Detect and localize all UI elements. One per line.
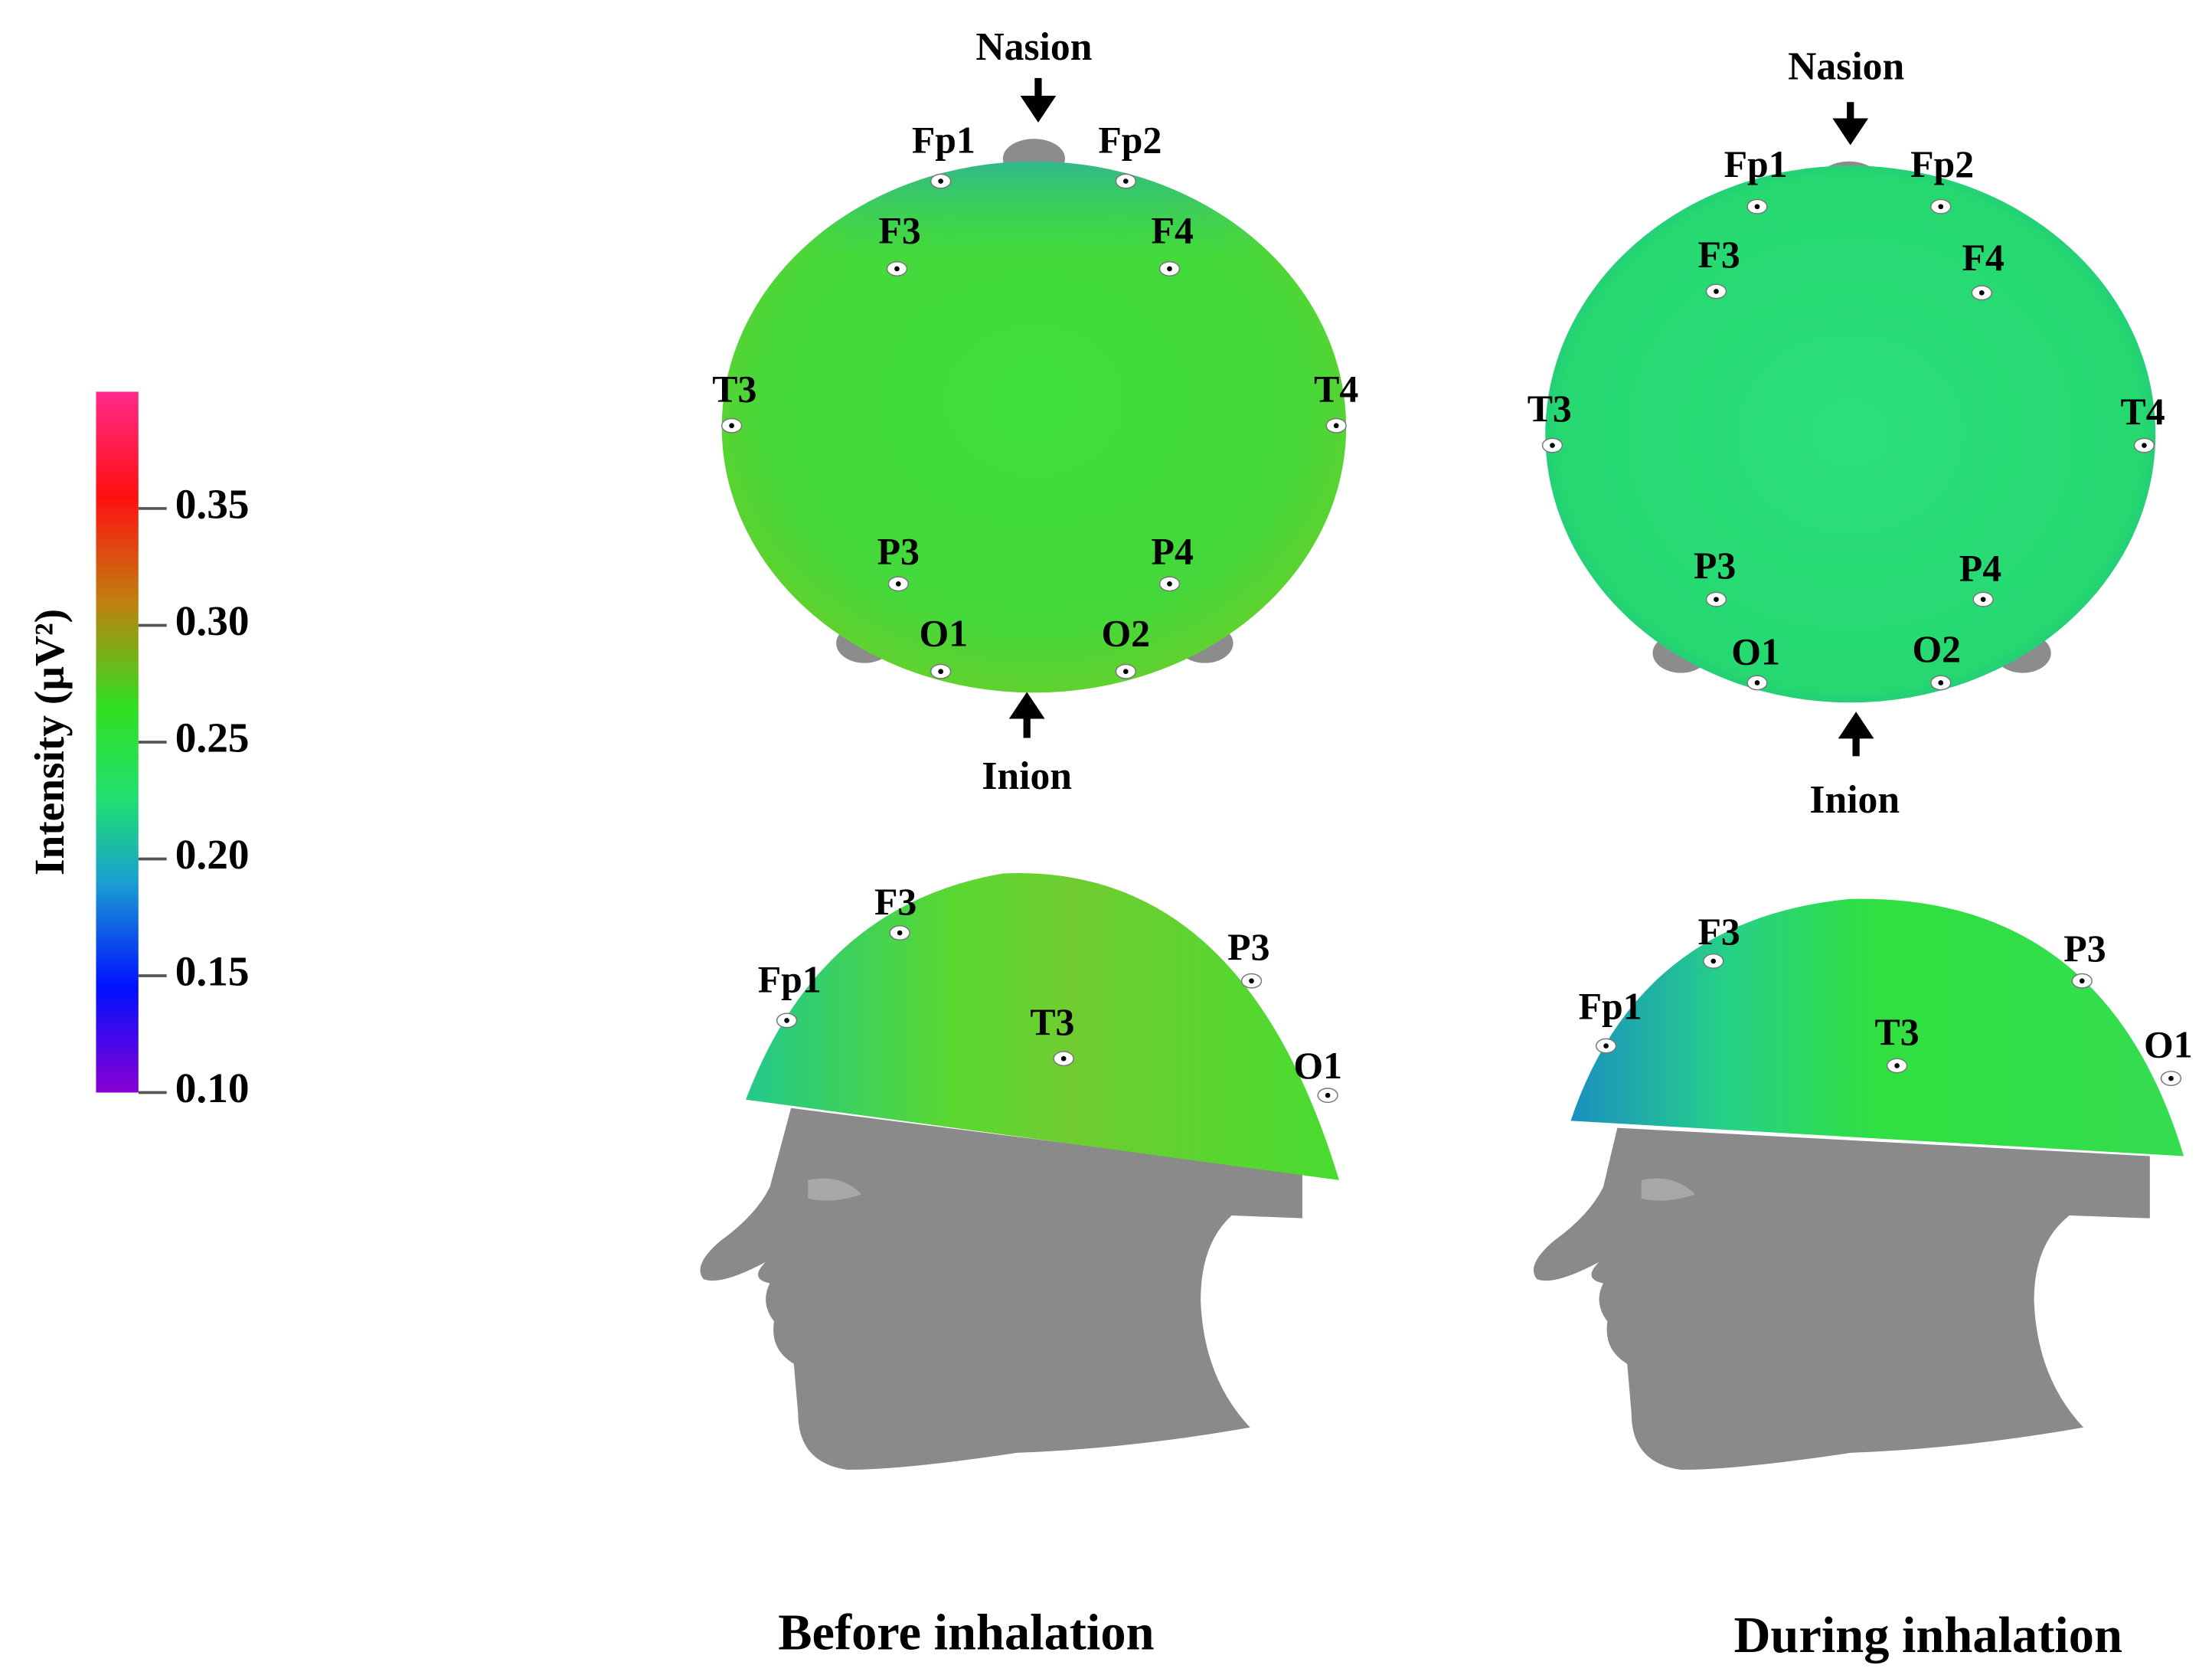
electrode-center xyxy=(1980,597,1986,602)
inion-label: Inion xyxy=(1809,778,1900,822)
electrode-label: Fp2 xyxy=(1910,143,1974,185)
electrode-center xyxy=(1894,1063,1900,1068)
electrode-center xyxy=(1714,597,1719,602)
electrode-label: F3 xyxy=(878,210,920,252)
arrows xyxy=(1832,102,1874,757)
colorbar-tick-label: 0.30 xyxy=(175,597,250,644)
electrode-label: O1 xyxy=(1731,631,1780,673)
scalp-map-shade xyxy=(721,161,1347,693)
electrode-center xyxy=(1938,680,1944,685)
head-silhouette xyxy=(700,1107,1302,1471)
panel-caption: Before inhalation xyxy=(778,1605,1154,1660)
electrode-center xyxy=(894,266,900,272)
electrode-label: O2 xyxy=(1102,613,1151,655)
electrode-label: T3 xyxy=(1030,1001,1074,1043)
electrode-center xyxy=(1978,290,1985,296)
colorbar-tick-label: 0.35 xyxy=(175,481,250,528)
electrode-center xyxy=(2168,1075,2174,1081)
electrode-label: P4 xyxy=(1959,548,2001,590)
side-view-before xyxy=(700,873,1339,1471)
electrode-label: F3 xyxy=(1697,234,1740,276)
electrode-center xyxy=(1123,669,1129,675)
electrode-center xyxy=(1167,266,1172,272)
electrode-center xyxy=(938,669,943,675)
top-view-during xyxy=(1545,102,2156,757)
inion-label: Inion xyxy=(982,754,1072,798)
electrode-center xyxy=(2079,978,2085,984)
colorbar-tick-label: 0.25 xyxy=(175,715,250,761)
electrode-label: F4 xyxy=(1152,210,1194,252)
electrode-label: O2 xyxy=(1912,628,1961,670)
electrode-label: O1 xyxy=(2144,1023,2193,1065)
electrode-center xyxy=(1167,581,1172,587)
eye xyxy=(808,1178,862,1201)
nasion-label: Nasion xyxy=(975,25,1092,69)
electrode-center xyxy=(729,423,734,429)
electrode-center xyxy=(1603,1043,1609,1049)
electrode-center xyxy=(1938,204,1944,210)
electrode-label: T3 xyxy=(1527,388,1572,430)
colorbar-tick-label: 0.15 xyxy=(175,948,250,995)
electrode-center xyxy=(897,930,903,936)
colorbar-tick-label: 0.10 xyxy=(175,1065,250,1111)
nasion-label: Nasion xyxy=(1788,45,1904,89)
head-silhouette xyxy=(1533,1127,2150,1471)
electrode-label: F4 xyxy=(1962,237,2004,279)
electrode-label: Fp1 xyxy=(1579,986,1642,1028)
electrode-label: T4 xyxy=(1314,368,1358,410)
electrode-center xyxy=(1550,443,1555,448)
colorbar-label: Intensity (µV²) xyxy=(26,609,73,875)
electrode-label: O1 xyxy=(1293,1045,1342,1087)
eye xyxy=(1641,1178,1695,1201)
electrode-center xyxy=(1325,1092,1331,1098)
electrode-center xyxy=(895,581,901,587)
cap-map xyxy=(1570,898,2184,1156)
electrode-center xyxy=(1714,289,1719,294)
electrode-label: F3 xyxy=(1697,911,1740,953)
electrode-center xyxy=(938,178,943,184)
electrode-center xyxy=(1333,423,1339,429)
top-view-before xyxy=(721,77,1347,738)
electrode-center xyxy=(2142,443,2147,448)
electrode-label: P3 xyxy=(1694,545,1736,587)
electrode-center xyxy=(1249,978,1254,984)
electrode-center xyxy=(1123,178,1129,184)
colorbar-tick-label: 0.20 xyxy=(175,831,250,878)
colorbar xyxy=(96,391,139,1093)
cap-map xyxy=(746,873,1339,1180)
electrode-center xyxy=(784,1018,789,1023)
electrode-label: F3 xyxy=(874,881,916,923)
labels: 0.10 0.15 0.20 0.25 0.30 0.35 Nasion Inion Fp1 Fp… xyxy=(138,25,2193,1664)
electrode-label: P3 xyxy=(1227,926,1269,968)
scalp-map xyxy=(1545,165,2156,703)
electrode-label: Fp1 xyxy=(758,959,822,1001)
panel-caption: During inhalation xyxy=(1733,1608,2122,1664)
electrode-label: P4 xyxy=(1152,531,1194,573)
electrode-label: O1 xyxy=(920,613,969,655)
electrode-center xyxy=(1754,204,1760,210)
electrode-label: P3 xyxy=(877,531,920,573)
electrode-label: P3 xyxy=(2063,927,2106,970)
arrows xyxy=(1008,77,1057,738)
electrode-center xyxy=(1754,680,1760,685)
electrode-center xyxy=(1060,1055,1067,1062)
electrode-label: Fp1 xyxy=(1724,143,1788,185)
electrode-label: T3 xyxy=(712,368,756,410)
electrode-label: Fp2 xyxy=(1098,119,1162,162)
electrode-label: T4 xyxy=(2121,391,2165,433)
side-view-during xyxy=(1533,898,2184,1471)
electrode-center xyxy=(1710,958,1717,964)
electrode-label: T3 xyxy=(1875,1011,1920,1053)
electrode-label: Fp1 xyxy=(912,119,975,162)
